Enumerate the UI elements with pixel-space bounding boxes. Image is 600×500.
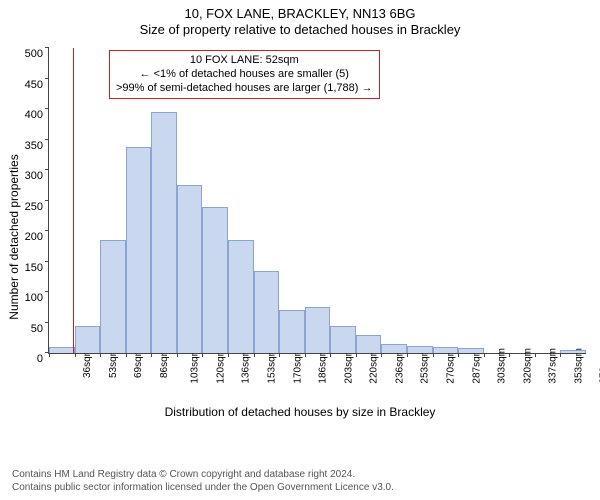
- histogram-bar: [75, 326, 101, 353]
- x-tick-mark: [202, 353, 203, 357]
- histogram-bar: [202, 207, 228, 353]
- y-tick-label: 500: [9, 48, 43, 60]
- histogram-bar: [407, 346, 433, 353]
- y-tick-mark: [45, 78, 49, 79]
- histogram-bar: [356, 335, 382, 353]
- x-tick-mark: [458, 353, 459, 357]
- y-tick-label: 0: [9, 353, 43, 365]
- x-tick-label: 287sqm: [471, 348, 482, 384]
- histogram-bar: [49, 347, 75, 353]
- footer-line2: Contains public sector information licen…: [12, 482, 588, 495]
- histogram-bar: [254, 271, 280, 353]
- x-tick-mark: [484, 353, 485, 357]
- x-tick-mark: [228, 353, 229, 357]
- histogram-bar: [560, 350, 586, 353]
- x-tick-label: 236sqm: [394, 348, 405, 384]
- histogram-bar: [177, 185, 203, 353]
- y-tick-mark: [45, 230, 49, 231]
- histogram-bar: [458, 348, 484, 353]
- y-tick-label: 50: [9, 323, 43, 335]
- y-tick-label: 450: [9, 79, 43, 91]
- histogram-bar: [305, 307, 331, 353]
- y-tick-label: 150: [9, 262, 43, 274]
- x-tick-label: 170sqm: [292, 348, 303, 384]
- histogram-bar: [126, 147, 152, 353]
- x-tick-mark: [177, 353, 178, 357]
- callout-line1: 10 FOX LANE: 52sqm: [116, 54, 373, 68]
- x-tick-mark: [49, 353, 50, 357]
- histogram-bar: [151, 112, 177, 353]
- x-tick-mark: [433, 353, 434, 357]
- y-tick-label: 300: [9, 170, 43, 182]
- y-tick-label: 350: [9, 140, 43, 152]
- x-tick-mark: [356, 353, 357, 357]
- x-tick-mark: [126, 353, 127, 357]
- y-tick-label: 200: [9, 231, 43, 243]
- callout-line3: >99% of semi-detached houses are larger …: [116, 82, 373, 96]
- chart-container: Number of detached properties 10 FOX LAN…: [0, 42, 600, 432]
- footer-line1: Contains HM Land Registry data © Crown c…: [12, 469, 588, 482]
- x-tick-mark: [560, 353, 561, 357]
- x-tick-label: 337sqm: [548, 348, 559, 384]
- y-tick-label: 400: [9, 109, 43, 121]
- y-tick-mark: [45, 291, 49, 292]
- callout-box: 10 FOX LANE: 52sqm ← <1% of detached hou…: [109, 50, 380, 99]
- x-tick-mark: [381, 353, 382, 357]
- x-tick-mark: [535, 353, 536, 357]
- x-axis-title: Distribution of detached houses by size …: [0, 405, 600, 419]
- x-tick-label: 153sqm: [267, 348, 278, 384]
- x-tick-label: 220sqm: [369, 348, 380, 384]
- x-tick-mark: [509, 353, 510, 357]
- histogram-bar: [381, 344, 407, 353]
- y-tick-label: 250: [9, 201, 43, 213]
- x-tick-label: 203sqm: [343, 348, 354, 384]
- histogram-bar: [433, 347, 459, 353]
- y-tick-mark: [45, 261, 49, 262]
- x-tick-label: 253sqm: [420, 348, 431, 384]
- y-tick-mark: [45, 47, 49, 48]
- x-tick-label: 270sqm: [446, 348, 457, 384]
- x-tick-label: 136sqm: [241, 348, 252, 384]
- y-tick-label: 100: [9, 292, 43, 304]
- histogram-bar: [228, 240, 254, 353]
- y-tick-mark: [45, 108, 49, 109]
- histogram-bar: [279, 310, 305, 353]
- x-tick-mark: [151, 353, 152, 357]
- x-tick-mark: [407, 353, 408, 357]
- histogram-bar: [100, 240, 126, 353]
- callout-line2: ← <1% of detached houses are smaller (5): [116, 68, 373, 82]
- x-tick-label: 103sqm: [190, 348, 201, 384]
- page-title-line1: 10, FOX LANE, BRACKLEY, NN13 6BG: [0, 6, 600, 22]
- y-tick-mark: [45, 322, 49, 323]
- y-tick-mark: [45, 169, 49, 170]
- header-block: 10, FOX LANE, BRACKLEY, NN13 6BG Size of…: [0, 0, 600, 39]
- x-tick-label: 120sqm: [215, 348, 226, 384]
- x-tick-label: 186sqm: [318, 348, 329, 384]
- x-tick-mark: [330, 353, 331, 357]
- histogram-plot: 10 FOX LANE: 52sqm ← <1% of detached hou…: [48, 48, 586, 354]
- x-tick-label: 320sqm: [522, 348, 533, 384]
- histogram-bar: [330, 326, 356, 353]
- footer-block: Contains HM Land Registry data © Crown c…: [12, 469, 588, 494]
- marker-line: [73, 48, 74, 353]
- x-tick-mark: [75, 353, 76, 357]
- x-tick-mark: [254, 353, 255, 357]
- x-tick-label: 353sqm: [573, 348, 584, 384]
- x-tick-mark: [279, 353, 280, 357]
- x-tick-label: 303sqm: [497, 348, 508, 384]
- x-tick-mark: [100, 353, 101, 357]
- x-tick-mark: [305, 353, 306, 357]
- y-tick-mark: [45, 139, 49, 140]
- page-title-line2: Size of property relative to detached ho…: [0, 22, 600, 38]
- y-tick-mark: [45, 200, 49, 201]
